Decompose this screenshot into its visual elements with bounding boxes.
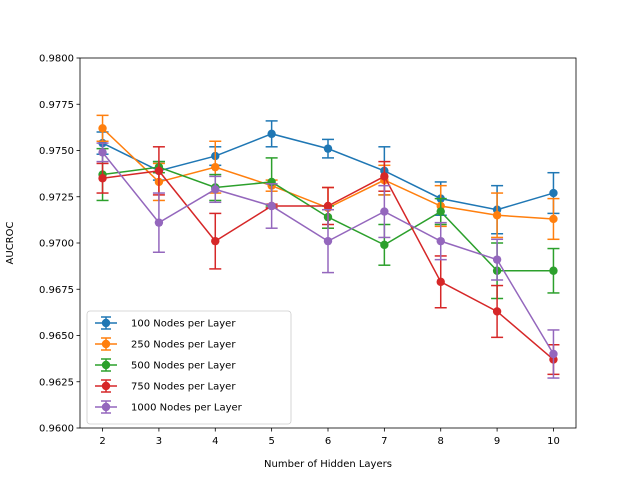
x-tick-label: 10 [547,436,560,447]
data-point [380,207,389,216]
legend-label: 1000 Nodes per Layer [131,403,243,414]
y-tick-label: 0.9600 [39,424,74,435]
data-point [549,349,558,359]
data-point [211,162,220,172]
legend-marker [101,381,111,391]
data-point [211,236,220,246]
legend-box [86,310,292,425]
data-point [323,201,333,211]
data-point [98,148,107,157]
x-tick-label: 5 [268,436,274,447]
data-point [436,277,445,287]
data-point [267,129,276,139]
y-tick-label: 0.9675 [39,285,74,296]
data-point [98,174,107,183]
y-tick-label: 0.9750 [39,146,74,157]
legend-label: 100 Nodes per Layer [131,319,236,330]
x-tick-label: 8 [438,436,444,447]
data-point [267,201,276,211]
x-tick-label: 7 [381,436,387,447]
legend-item-5: 1000 Nodes per Layer [95,400,243,414]
legend-marker [101,318,111,328]
legend-label: 750 Nodes per Layer [131,382,236,393]
legend-item-2: 250 Nodes per Layer [95,337,236,351]
x-tick-label: 4 [212,436,218,447]
data-point [323,144,333,153]
data-point [154,218,164,227]
data-point [549,214,558,224]
legend-item-3: 500 Nodes per Layer [95,358,236,372]
legend-item-4: 750 Nodes per Layer [95,379,236,393]
x-tick-label: 2 [99,436,105,447]
y-axis-label: AUCROC [5,222,16,265]
legend-marker [101,402,111,412]
y-tick-label: 0.9700 [39,239,74,250]
y-tick-label: 0.9800 [39,54,74,65]
x-axis-label: Number of Hidden Layers [264,459,392,470]
data-point [323,236,333,246]
data-point [211,185,220,194]
legend-marker [101,339,111,349]
data-point [380,240,389,250]
y-tick-label: 0.9625 [39,377,74,388]
legend-label: 500 Nodes per Layer [131,361,236,372]
data-point [380,172,389,181]
x-tick-label: 9 [494,436,500,447]
data-point [492,211,502,220]
axis-ticks: 2 3 4 5 6 7 8 9 10 0.9600 0.9625 0.9650 0.9675 0.9700… [39,54,560,448]
legend-item-1: 100 Nodes per Layer [95,316,236,330]
y-tick-label: 0.9650 [39,331,74,342]
legend-label: 250 Nodes per Layer [131,340,236,351]
legend-marker [101,360,111,370]
y-tick-label: 0.9725 [39,192,74,203]
series-5 [96,142,560,379]
x-tick-label: 6 [325,436,331,447]
data-point [549,188,558,198]
legend: 100 Nodes per Layer 250 Nodes per Layer 50… [86,310,292,425]
data-point [492,255,502,264]
x-tick-label: 3 [156,436,162,447]
y-tick-label: 0.9775 [39,100,74,111]
data-point [436,207,445,216]
data-point [154,166,164,176]
data-point [98,124,107,133]
data-point [492,307,502,316]
chart-marks [96,114,560,379]
data-point [549,266,558,275]
data-point [436,236,445,246]
